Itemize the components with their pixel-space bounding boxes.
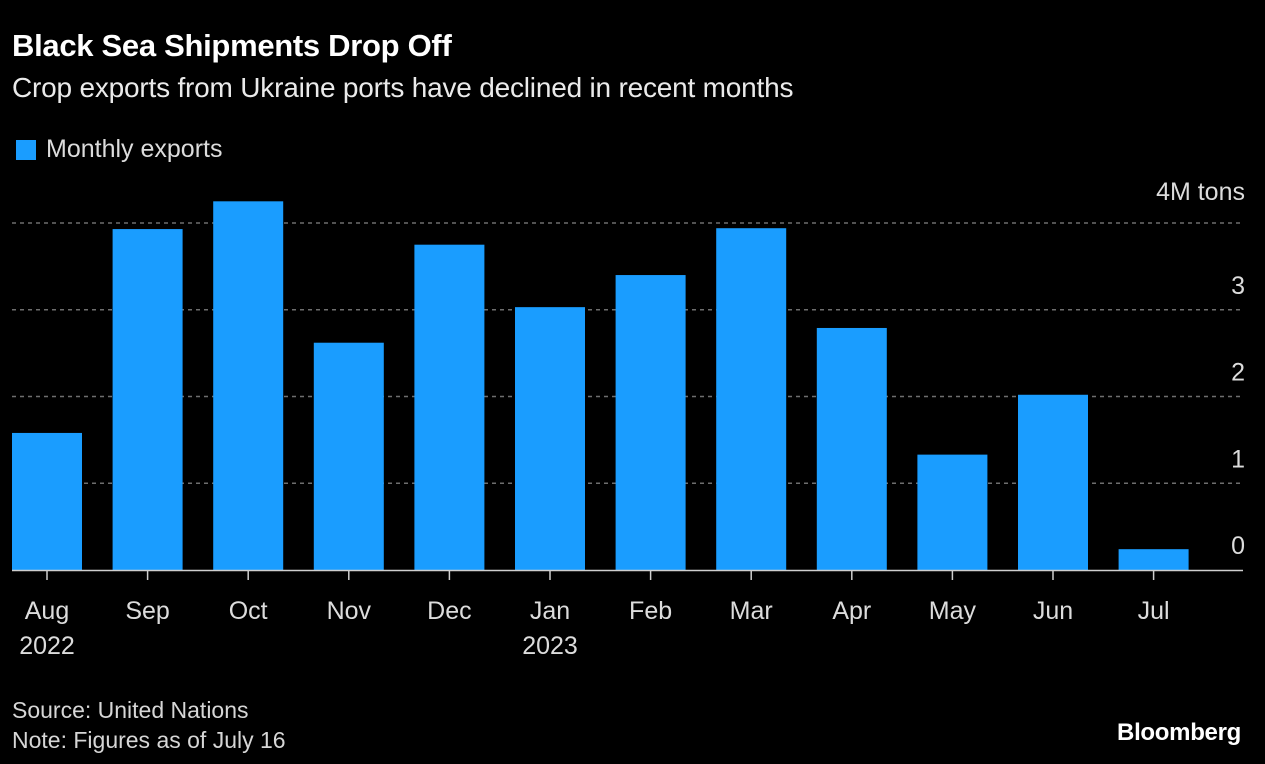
bar-oct [213,201,284,570]
x-tick-label: May [929,597,977,625]
x-tick-label: Feb [629,597,672,625]
figures-note: Note: Figures as of July 16 [12,727,286,753]
y-tick-label: 1 [1231,445,1245,473]
x-axis-labels: Aug 2022 Sep Oct Nov Dec Jan 2023 Feb Mar Apr May Ju… [19,597,1169,660]
x-tick-year-label: 2023 [522,632,578,660]
chart-title: Black Sea Shipments Drop Off [12,28,452,63]
bar-sep [112,229,183,570]
y-axis-unit-label: 4M tons [1156,178,1245,206]
legend-swatch [16,139,36,160]
y-tick-label: 0 [1231,532,1245,560]
bar-jul [1118,549,1189,570]
bar-mar [716,228,787,570]
x-tick-label: Sep [125,597,169,625]
y-tick-label: 2 [1231,359,1245,387]
x-tick-label: Jan [530,597,570,625]
bar-jan [515,307,585,570]
x-tick-label: Jul [1138,597,1170,625]
bar-aug [12,432,82,570]
x-tick-label: Oct [229,597,268,625]
bar-nov [313,342,384,570]
x-tick-label: Jun [1033,597,1073,625]
bar-feb [615,275,686,570]
y-axis-ticks: 0 1 2 3 [1231,272,1245,560]
x-tick-label: Aug [25,597,69,625]
bloomberg-logo: Bloomberg [1117,719,1241,746]
legend-label: Monthly exports [46,135,223,163]
bar-jun [1018,394,1088,570]
bar-dec [414,244,485,570]
x-tick-label: Mar [730,597,773,625]
bars [12,201,1189,570]
x-axis [12,569,1243,580]
x-tick-label: Nov [327,597,372,625]
x-tick-year-label: 2022 [19,632,75,660]
x-tick-label: Dec [427,597,471,625]
x-tick-label: Apr [832,597,871,625]
bar-apr [816,327,887,570]
chart-subtitle: Crop exports from Ukraine ports have dec… [12,72,794,103]
bar-may [917,454,988,570]
y-tick-label: 3 [1231,272,1245,300]
legend: Monthly exports [16,135,222,164]
source-note: Source: United Nations [12,697,249,723]
